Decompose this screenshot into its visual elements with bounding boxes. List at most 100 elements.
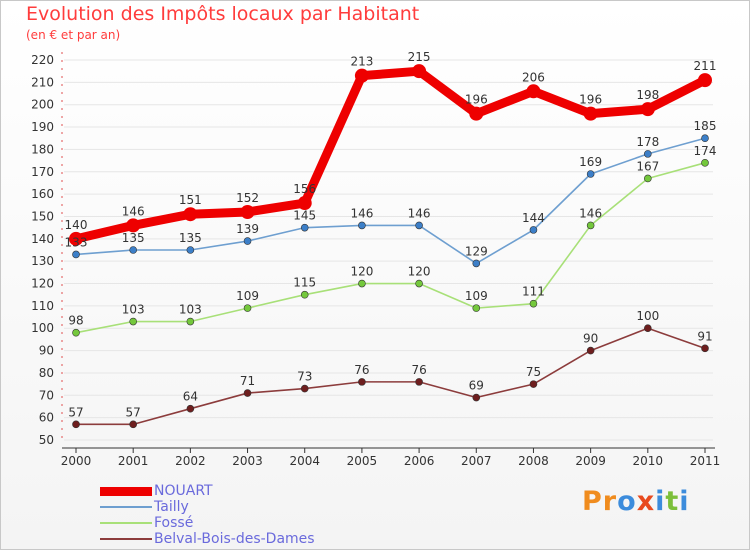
data-label: 167 — [636, 159, 659, 173]
legend-item-tailly[interactable]: Tailly — [100, 499, 400, 515]
data-point — [415, 221, 423, 230]
data-label: 98 — [68, 314, 83, 328]
data-label: 196 — [465, 93, 488, 107]
data-label: 115 — [293, 276, 316, 290]
data-point — [526, 84, 541, 99]
legend-swatch-nouart — [100, 487, 152, 496]
data-label: 100 — [636, 309, 659, 323]
legend-swatch-fosse — [100, 522, 152, 524]
data-point — [300, 290, 309, 299]
chart-subtitle: (en € et par an) — [26, 28, 121, 42]
data-point — [586, 221, 595, 230]
data-label: 206 — [522, 70, 545, 84]
x-tick-label: 2008 — [518, 454, 549, 468]
data-label: 103 — [179, 303, 202, 317]
y-tick-label: 50 — [39, 433, 54, 447]
data-label: 156 — [293, 182, 316, 196]
data-label: 111 — [522, 285, 545, 299]
data-point — [183, 207, 198, 222]
data-point — [243, 389, 252, 397]
chart-title: Evolution des Impôts locaux par Habitant — [26, 3, 420, 25]
legend-label-tailly: Tailly — [154, 499, 189, 515]
data-label: 146 — [350, 206, 373, 220]
x-tick-label: 2003 — [232, 454, 263, 468]
data-point — [701, 134, 709, 143]
logo-letter: t — [665, 486, 680, 517]
data-label: 213 — [350, 55, 373, 69]
data-point — [412, 64, 427, 79]
data-point — [354, 68, 369, 83]
data-label: 146 — [579, 206, 602, 220]
x-tick-label: 2005 — [347, 454, 378, 468]
data-point — [243, 304, 252, 312]
series-line-nouart — [71, 66, 710, 244]
data-label: 211 — [694, 59, 717, 73]
data-label: 69 — [469, 379, 484, 393]
data-point — [297, 196, 312, 211]
legend-label-fosse: Fossé — [154, 515, 194, 531]
data-point — [644, 324, 652, 333]
data-point — [529, 226, 538, 234]
y-tick-label: 180 — [31, 142, 54, 156]
data-point — [243, 237, 252, 245]
legend-swatch-tailly — [100, 506, 152, 508]
data-label: 215 — [408, 50, 431, 64]
data-label: 76 — [354, 363, 369, 377]
x-tick-label: 2001 — [118, 454, 149, 468]
y-tick-label: 170 — [31, 165, 54, 179]
data-label: 140 — [65, 218, 88, 232]
data-point — [586, 170, 595, 178]
data-label: 145 — [293, 209, 316, 223]
x-tick-label: 2002 — [175, 454, 206, 468]
data-point — [415, 378, 423, 386]
data-label: 151 — [179, 193, 202, 207]
data-label: 178 — [636, 135, 659, 149]
legend-label-nouart: NOUART — [154, 483, 213, 499]
data-label: 139 — [236, 222, 259, 236]
data-point — [586, 346, 595, 355]
data-point — [529, 299, 538, 308]
legend-swatch-belval — [100, 538, 152, 540]
data-label: 129 — [465, 244, 488, 258]
series-line-fossé — [75, 162, 706, 334]
logo-letter: x — [636, 486, 656, 517]
y-tick-label: 160 — [31, 187, 54, 201]
y-tick-label: 70 — [39, 388, 54, 402]
data-point — [358, 378, 366, 386]
data-point — [126, 218, 141, 233]
data-point — [701, 344, 709, 353]
data-label: 198 — [636, 88, 659, 102]
data-point — [358, 221, 366, 230]
legend-item-fosse[interactable]: Fossé — [100, 515, 400, 531]
y-tick-label: 120 — [31, 277, 54, 291]
data-point — [529, 380, 538, 388]
data-label: 144 — [522, 211, 545, 225]
data-label: 174 — [694, 144, 717, 158]
data-label: 73 — [297, 370, 312, 384]
series-line-tailly — [75, 137, 706, 265]
data-point — [72, 328, 80, 337]
data-point — [698, 73, 712, 88]
y-tick-label: 130 — [31, 254, 54, 268]
x-tick-label: 2009 — [575, 454, 606, 468]
data-label: 75 — [526, 365, 541, 379]
series-line-belval-bois-des-dames — [75, 327, 706, 426]
data-point — [129, 420, 137, 429]
logo-letter: i — [679, 486, 690, 517]
legend-item-nouart[interactable]: NOUART — [100, 483, 400, 499]
data-point — [300, 223, 309, 232]
data-label: 146 — [408, 206, 431, 220]
data-label: 71 — [240, 374, 255, 388]
data-point — [644, 174, 652, 183]
data-label: 169 — [579, 155, 602, 169]
x-tick-label: 2007 — [461, 454, 492, 468]
data-point — [69, 231, 83, 246]
data-point — [186, 404, 195, 413]
data-point — [72, 420, 80, 429]
data-label: 196 — [579, 93, 602, 107]
x-tick-label: 2011 — [690, 454, 721, 468]
y-tick-label: 150 — [31, 209, 54, 223]
data-point — [640, 102, 655, 117]
y-tick-label: 90 — [39, 344, 54, 358]
legend-item-belval[interactable]: Belval-Bois-des-Dames — [100, 531, 400, 547]
